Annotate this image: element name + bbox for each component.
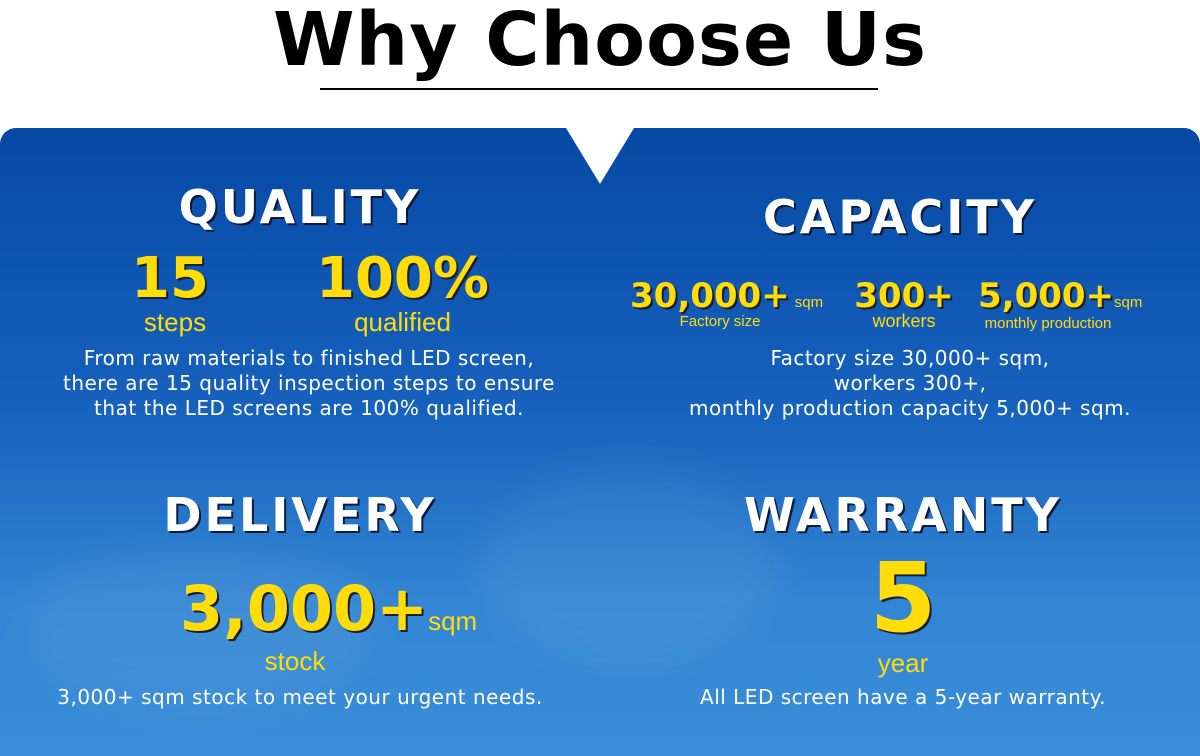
quality-description: From raw materials to finished LED scree… — [0, 346, 618, 421]
desc-line: there are 15 quality inspection steps to… — [62, 371, 555, 395]
factory-size-label: Factory size — [679, 313, 761, 330]
quality-steps-value: 15 — [131, 246, 209, 311]
desc-line: Factory size 30,000+ sqm, — [770, 346, 1050, 370]
desc-line: workers 300+, — [833, 371, 987, 395]
warranty-description: All LED screen have a 5-year warranty. — [700, 685, 1106, 709]
quality-qualified-label: qualified — [354, 307, 451, 337]
page-title: Why Choose Us — [272, 0, 928, 83]
cloud-decoration — [480, 468, 780, 668]
delivery-description: 3,000+ sqm stock to meet your urgent nee… — [57, 685, 543, 709]
delivery-heading: DELIVERY — [163, 488, 437, 542]
capacity-factory-stat: 30,000+ sqm — [630, 276, 823, 316]
warranty-heading: WARRANTY — [744, 488, 1062, 542]
production-unit: sqm — [1114, 294, 1143, 311]
stock-label: stock — [264, 646, 326, 676]
capacity-production-stat: 5,000+sqm — [978, 276, 1142, 316]
stock-value: 3,000+ — [180, 572, 429, 645]
warranty-years-label: year — [877, 648, 929, 678]
quality-heading: QUALITY — [178, 180, 422, 234]
capacity-description: Factory size 30,000+ sqm, workers 300+, … — [600, 346, 1200, 421]
delivery-stock-stat: 3,000+sqm — [180, 572, 477, 645]
capacity-heading: CAPACITY — [762, 190, 1037, 244]
warranty-years-value: 5 — [869, 542, 937, 654]
desc-line: that the LED screens are 100% qualified. — [94, 396, 524, 420]
desc-line: monthly production capacity 5,000+ sqm. — [688, 396, 1132, 420]
desc-line: From raw materials to finished LED scree… — [83, 346, 535, 370]
title-underline — [320, 88, 878, 90]
quality-qualified-value: 100% — [315, 246, 489, 311]
features-panel — [0, 128, 1200, 756]
factory-size-unit: sqm — [794, 294, 824, 311]
workers-label: workers — [872, 311, 936, 331]
quality-steps-label: steps — [143, 307, 207, 337]
production-label: monthly production — [984, 315, 1112, 332]
pointer-notch — [566, 128, 634, 184]
workers-value: 300+ — [854, 276, 954, 316]
cloud-decoration — [20, 548, 380, 708]
production-value: 5,000+ — [978, 276, 1115, 316]
stock-unit: sqm — [428, 606, 478, 636]
factory-size-value: 30,000+ — [630, 276, 790, 316]
